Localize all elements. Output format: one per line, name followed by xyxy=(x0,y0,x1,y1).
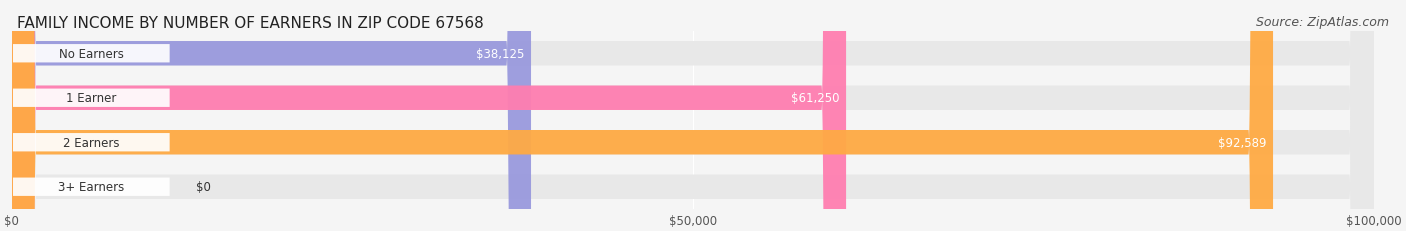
Text: 3+ Earners: 3+ Earners xyxy=(58,180,124,193)
FancyBboxPatch shape xyxy=(13,45,170,63)
FancyBboxPatch shape xyxy=(11,0,1272,231)
FancyBboxPatch shape xyxy=(13,134,170,152)
FancyBboxPatch shape xyxy=(11,0,531,231)
Text: $92,589: $92,589 xyxy=(1218,136,1267,149)
Text: $61,250: $61,250 xyxy=(790,92,839,105)
FancyBboxPatch shape xyxy=(11,0,846,231)
FancyBboxPatch shape xyxy=(13,178,170,196)
Text: $38,125: $38,125 xyxy=(475,48,524,61)
FancyBboxPatch shape xyxy=(11,0,1374,231)
Text: FAMILY INCOME BY NUMBER OF EARNERS IN ZIP CODE 67568: FAMILY INCOME BY NUMBER OF EARNERS IN ZI… xyxy=(17,16,484,31)
Text: 2 Earners: 2 Earners xyxy=(63,136,120,149)
FancyBboxPatch shape xyxy=(11,0,1374,231)
FancyBboxPatch shape xyxy=(13,89,170,107)
Text: Source: ZipAtlas.com: Source: ZipAtlas.com xyxy=(1256,16,1389,29)
Text: No Earners: No Earners xyxy=(59,48,124,61)
Text: $0: $0 xyxy=(195,180,211,193)
Text: 1 Earner: 1 Earner xyxy=(66,92,117,105)
FancyBboxPatch shape xyxy=(11,0,1374,231)
FancyBboxPatch shape xyxy=(11,0,1374,231)
